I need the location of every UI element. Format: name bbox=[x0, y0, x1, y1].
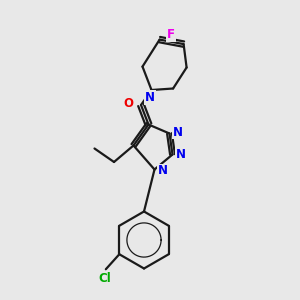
Text: N: N bbox=[176, 148, 186, 161]
Text: N: N bbox=[145, 91, 155, 104]
Text: N: N bbox=[173, 125, 183, 139]
Text: Cl: Cl bbox=[98, 272, 111, 285]
Text: N: N bbox=[158, 164, 168, 178]
Text: F: F bbox=[167, 28, 175, 41]
Text: O: O bbox=[123, 97, 134, 110]
